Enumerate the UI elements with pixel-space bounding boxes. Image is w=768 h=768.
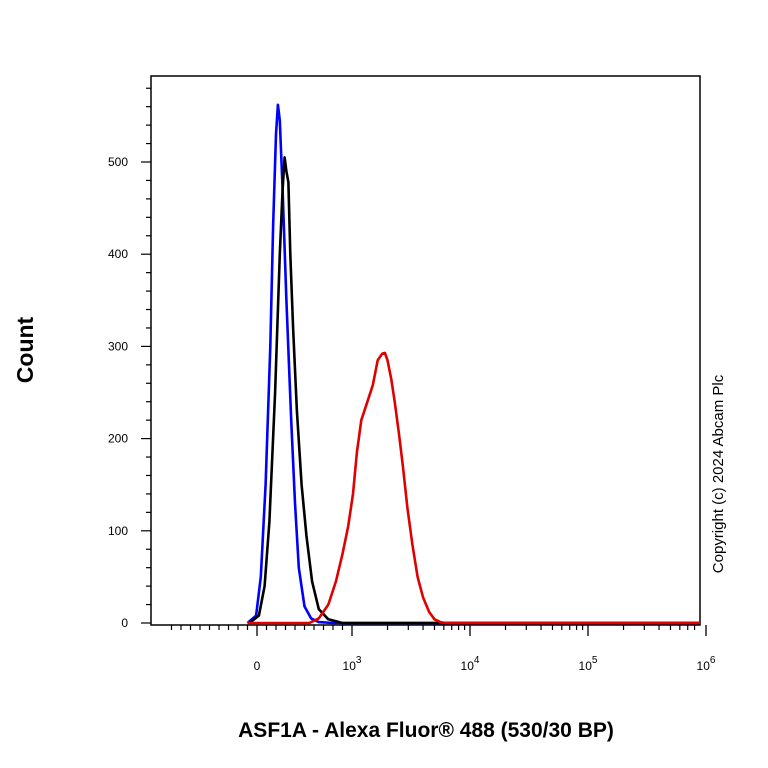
histogram-series-3 <box>247 351 699 625</box>
histogram-series-2 <box>248 156 699 625</box>
x-tick-label: 105 <box>579 655 598 673</box>
x-axis-ticks: 0 103 104 105 106 <box>170 625 716 673</box>
y-tick-label: 100 <box>108 524 128 538</box>
x-tick-label: 103 <box>343 655 362 673</box>
x-tick-label: 106 <box>697 655 716 673</box>
copyright-notice: Copyright (c) 2024 Abcam Plc <box>710 374 727 573</box>
x-tick-label: 104 <box>461 655 480 673</box>
y-tick-label: 400 <box>108 247 128 261</box>
x-tick-label: 0 <box>254 659 261 673</box>
histogram-series <box>246 103 699 625</box>
y-tick-label: 300 <box>108 339 128 353</box>
y-tick-label: 200 <box>108 432 128 446</box>
y-axis-title: Count <box>12 316 38 383</box>
histogram-series-1 <box>246 103 699 625</box>
plot-frame <box>150 75 701 626</box>
y-tick-label: 0 <box>121 616 128 630</box>
x-axis-title: ASF1A - Alexa Fluor® 488 (530/30 BP) <box>238 719 614 742</box>
y-axis-ticks: 0 100 200 300 400 500 <box>108 87 151 630</box>
y-tick-label: 500 <box>108 155 128 169</box>
